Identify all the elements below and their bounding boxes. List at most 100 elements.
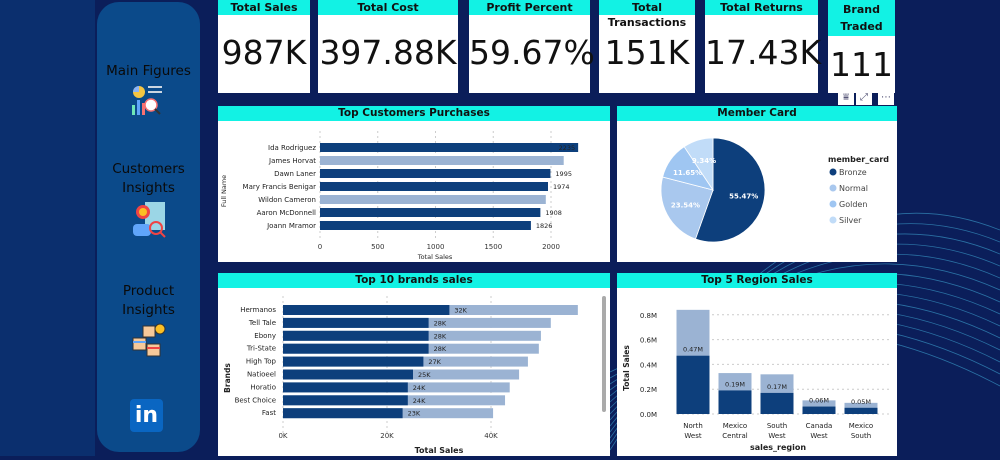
legend-label: Normal (839, 184, 868, 193)
x-tick-label: 40K (484, 432, 498, 440)
bar (320, 143, 579, 152)
top-brands-panel: Top 10 brands sales 0K 20K 40K Hermanos 32K T… (218, 273, 610, 456)
kpi-total-returns: Total Returns 17.43K (705, 0, 822, 93)
data-label: 0.47M (683, 346, 703, 354)
chart-title: Top 5 Region Sales (617, 273, 897, 288)
sidebar: Main Figures Customers Insights Product … (97, 2, 200, 452)
kpi-value: 17.43K (705, 33, 822, 72)
pie-slice (694, 137, 766, 243)
y-tick-label: High Top (246, 358, 277, 366)
region-sales-chart: 0.0M 0.2M 0.4M 0.6M 0.8M 0.47M North West 0.19M M… (622, 309, 889, 452)
left-strip (0, 0, 95, 456)
legend-marker (829, 168, 837, 176)
data-label: 1974 (553, 183, 570, 191)
x-tick-label: 0K (278, 432, 287, 440)
chart-title: Top Customers Purchases (218, 106, 610, 121)
nav-main-figures[interactable]: Main Figures (97, 62, 200, 117)
filter-icon[interactable]: ⩸ (838, 91, 854, 105)
kpi-brand-traded: Brand Traded 111 (828, 0, 895, 93)
y-tick-label: Tri-State (246, 345, 276, 353)
y-axis-title: Total Sales (622, 345, 631, 391)
pie-slice (683, 137, 714, 192)
more-options-icon[interactable]: ⋯ (878, 91, 894, 105)
y-tick-label: 0.6M (640, 337, 657, 345)
data-label: 0.19M (725, 380, 745, 388)
data-label: 0.17M (767, 383, 787, 391)
top-brands-chart: 0K 20K 40K Hermanos 32K Tell Tale 28K Ebony 28K T… (223, 296, 606, 455)
top-customers-chart: 0 500 1000 1500 2000 Ida Rodriguez 2235 James H… (220, 131, 579, 261)
nav-label: Product (122, 283, 175, 299)
kpi-title: Total Sales (218, 0, 310, 15)
chart-analytics-icon (131, 86, 162, 115)
y-tick-label: 0.4M (640, 361, 657, 369)
data-label: 23K (408, 410, 421, 418)
slice-label: 55.47% (729, 192, 758, 200)
x-tick-label: North (683, 422, 703, 430)
kpi-value: 397.88K (319, 33, 457, 72)
slice-label: 11.65% (673, 169, 702, 177)
bar (760, 392, 794, 414)
focus-mode-icon[interactable]: ⤢ (856, 91, 872, 105)
bar (320, 195, 546, 204)
bar (320, 169, 551, 178)
bar (320, 208, 541, 217)
chart-title: Member Card (617, 106, 897, 121)
scrollbar (602, 296, 606, 412)
data-label: 32K (454, 307, 467, 315)
bar (320, 156, 564, 165)
x-tick-label: 1000 (427, 243, 445, 251)
y-tick-label: Best Choice (235, 396, 276, 404)
nav-product-insights[interactable]: Product Insights (97, 282, 200, 362)
x-tick-label: West (768, 432, 785, 440)
bar (676, 355, 710, 414)
data-label: 28K (434, 332, 447, 340)
y-tick-label: Mary Francis Benigar (243, 183, 317, 191)
bar (283, 343, 429, 354)
x-tick-label: Central (722, 432, 748, 440)
x-axis-title: Total Sales (415, 446, 464, 455)
data-label: 27K (428, 358, 441, 366)
x-tick-label: 20K (380, 432, 394, 440)
y-tick-label: Aaron McDonnell (257, 209, 316, 217)
chart-title: Top 10 brands sales (218, 273, 610, 288)
slice-label: 9.34% (692, 157, 716, 165)
y-axis-title: Brands (223, 363, 232, 393)
kpi-title: Profit Percent (469, 0, 590, 15)
data-label: 0.06M (809, 397, 829, 405)
x-tick-label: 0 (318, 243, 322, 251)
data-label: 2235 (559, 144, 576, 152)
x-tick-label: South (767, 422, 787, 430)
y-tick-label: 0.2M (640, 386, 657, 394)
linkedin-button[interactable]: in (130, 399, 163, 432)
y-tick-label: Dawn Laner (274, 170, 316, 178)
kpi-profit-percent: Profit Percent 59.67% (469, 0, 595, 93)
product-boxes-icon (132, 323, 165, 357)
nav-label: Customers (112, 161, 185, 177)
x-tick-label: West (810, 432, 827, 440)
x-tick-label: 2000 (542, 243, 560, 251)
bar (283, 395, 408, 406)
bar (844, 407, 878, 414)
kpi-total-sales: Total Sales 987K (218, 0, 310, 93)
bar (802, 406, 836, 414)
legend-marker (829, 216, 837, 224)
kpi-title: Total Cost (318, 0, 458, 15)
pie-slice (660, 176, 714, 240)
data-label: 24K (413, 397, 426, 405)
x-axis-title: sales_region (750, 443, 806, 452)
kpi-title: Total Returns (705, 0, 818, 15)
bar (283, 330, 429, 341)
nav-customers-insights[interactable]: Customers Insights (97, 160, 200, 240)
x-tick-label: Mexico (723, 422, 747, 430)
legend-label: Bronze (839, 168, 867, 177)
y-tick-label: 0.8M (640, 312, 657, 320)
kpi-value: 987K (221, 33, 307, 72)
y-tick-label: Horatio (250, 383, 276, 391)
bar (283, 369, 413, 380)
bar (283, 408, 403, 419)
kpi-value: 111 (830, 45, 893, 84)
bar (320, 221, 531, 230)
data-label: 0.05M (851, 398, 871, 406)
kpi-title: Total Transactions (599, 0, 695, 29)
kpi-title: Brand Traded (828, 0, 895, 36)
